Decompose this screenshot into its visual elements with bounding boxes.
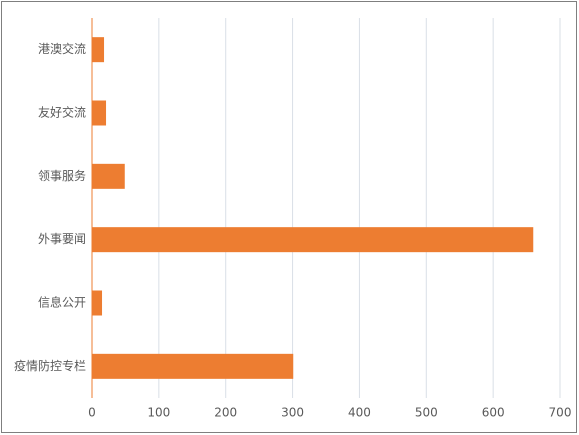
bar xyxy=(92,100,107,126)
bar xyxy=(92,290,103,316)
x-tick-label: 700 xyxy=(549,406,572,420)
bar xyxy=(92,163,125,189)
x-tick-label: 200 xyxy=(214,406,237,420)
x-tick-label: 600 xyxy=(482,406,505,420)
x-tick-label: 300 xyxy=(281,406,304,420)
x-tick-label: 500 xyxy=(415,406,438,420)
y-tick-label: 港澳交流 xyxy=(38,41,86,56)
y-tick-label: 疫情防控专栏 xyxy=(14,358,86,373)
bar xyxy=(92,37,105,63)
y-tick-label: 外事要闻 xyxy=(38,232,86,246)
x-tick-label: 0 xyxy=(88,406,96,420)
bar xyxy=(92,227,534,253)
y-tick-label: 信息公开 xyxy=(38,295,86,310)
bar xyxy=(92,353,294,379)
x-tick-label: 100 xyxy=(147,406,170,420)
y-tick-label: 友好交流 xyxy=(38,105,86,120)
y-tick-label: 领事服务 xyxy=(38,168,86,183)
x-tick-label: 400 xyxy=(348,406,371,420)
